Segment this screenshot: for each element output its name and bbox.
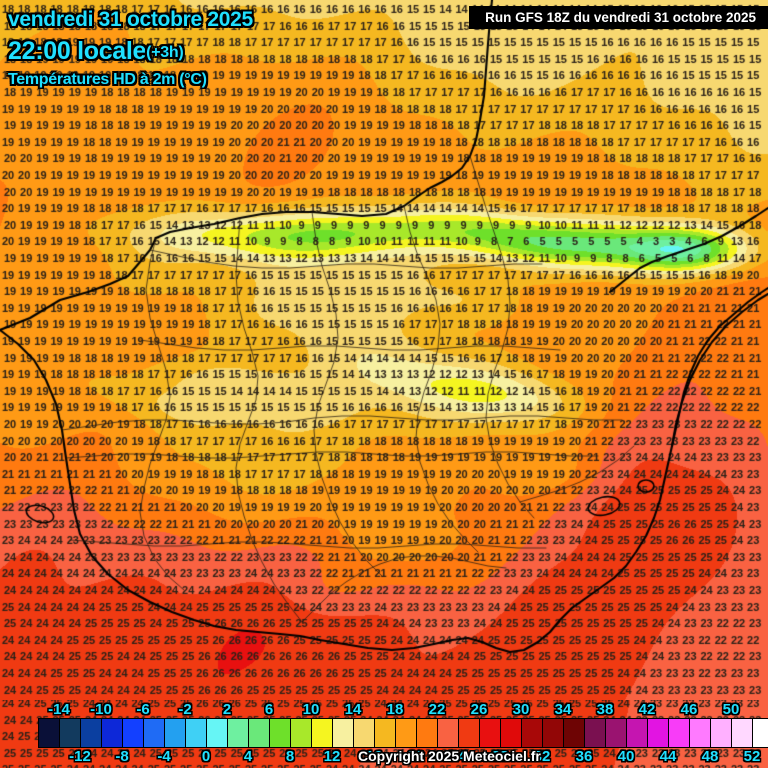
scale-tick-bottom: 12 [323, 748, 341, 765]
forecast-time-offset: (+3h) [146, 44, 184, 61]
scale-tick-bottom: 20 [407, 748, 425, 765]
colour-swatch [648, 719, 669, 747]
scale-tick-bottom: -4 [157, 748, 171, 765]
colour-swatch [459, 719, 480, 747]
scale-tick-top: 18 [386, 701, 404, 718]
colour-swatch [564, 719, 585, 747]
colour-swatch [732, 719, 753, 747]
scale-tick-bottom: -8 [115, 748, 129, 765]
colour-swatch [165, 719, 186, 747]
colour-swatch [396, 719, 417, 747]
scale-tick-bottom: 36 [575, 748, 593, 765]
colour-swatch [207, 719, 228, 747]
model-run-banner: Run GFS 18Z du vendredi 31 octobre 2025 [469, 6, 768, 29]
scale-tick-bottom: 4 [243, 748, 253, 765]
scale-tick-top: 2 [222, 701, 232, 718]
colour-swatch [585, 719, 606, 747]
colour-swatch [144, 719, 165, 747]
scale-tick-top: 26 [470, 701, 488, 718]
scale-tick-top: 30 [512, 701, 530, 718]
colour-swatch [606, 719, 627, 747]
scale-tick-top: 14 [344, 701, 362, 718]
colour-swatch [438, 719, 459, 747]
colour-swatch [333, 719, 354, 747]
scale-tick-bottom: 40 [617, 748, 635, 765]
colour-swatch [60, 719, 81, 747]
colour-swatch [102, 719, 123, 747]
colour-swatch [291, 719, 312, 747]
colour-swatch [123, 719, 144, 747]
scale-tick-bottom: 28 [491, 748, 509, 765]
scale-tick-top: -10 [90, 701, 112, 718]
colour-swatch [249, 719, 270, 747]
colour-swatch [39, 719, 60, 747]
colour-swatch [522, 719, 543, 747]
scale-tick-bottom: 32 [533, 748, 551, 765]
scale-tick-bottom: 24 [449, 748, 467, 765]
scale-tick-top: 46 [680, 701, 698, 718]
scale-tick-bottom: 44 [659, 748, 677, 765]
colour-swatch [375, 719, 396, 747]
scale-tick-top: 10 [302, 701, 320, 718]
scale-tick-bottom: 8 [285, 748, 295, 765]
forecast-time-label: 22:00 locale(+3h) [8, 37, 184, 66]
scale-tick-top: -14 [48, 701, 70, 718]
colour-swatch [690, 719, 711, 747]
colour-swatch [480, 719, 501, 747]
scale-tick-top: -6 [136, 701, 150, 718]
colour-swatch [669, 719, 690, 747]
colour-swatch [753, 719, 768, 747]
colour-swatch [81, 719, 102, 747]
forecast-time-value: 22:00 locale [8, 37, 147, 65]
scale-tick-top: 34 [554, 701, 572, 718]
scale-tick-bottom: 48 [701, 748, 719, 765]
colour-swatch [501, 719, 522, 747]
model-run-label: Run GFS 18Z du vendredi 31 octobre 2025 [485, 10, 756, 25]
colour-swatch [543, 719, 564, 747]
scale-tick-top: -2 [178, 701, 192, 718]
colour-swatch [312, 719, 333, 747]
colour-swatch [417, 719, 438, 747]
colour-swatch [711, 719, 732, 747]
coastline-border-layer [0, 0, 768, 700]
colour-swatch [354, 719, 375, 747]
colour-swatch [270, 719, 291, 747]
scale-tick-top: 42 [638, 701, 656, 718]
scale-tick-top: 6 [264, 701, 274, 718]
colour-swatch [228, 719, 249, 747]
forecast-date-label: vendredi 31 octobre 2025 [8, 8, 253, 31]
colour-swatch [627, 719, 648, 747]
scale-tick-bottom: 52 [743, 748, 761, 765]
scale-tick-bottom: 16 [365, 748, 383, 765]
scale-tick-bottom: -12 [69, 748, 91, 765]
copyright-notice: Copyright 2025 Meteociel.fr [358, 748, 541, 764]
parameter-label: Températures HD à 2m (°C) [8, 71, 207, 88]
colour-scale-legend: -14 -10 -6 -2 2 6 10 14 18 22 26 30 34 38 42 46 50 -12 -8-… [0, 700, 768, 768]
colour-swatch [186, 719, 207, 747]
scale-tick-top: 38 [596, 701, 614, 718]
scale-tick-top: 22 [428, 701, 446, 718]
colour-scale-swatches [38, 718, 768, 748]
scale-tick-bottom: 0 [201, 748, 211, 765]
scale-tick-top: 50 [722, 701, 740, 718]
